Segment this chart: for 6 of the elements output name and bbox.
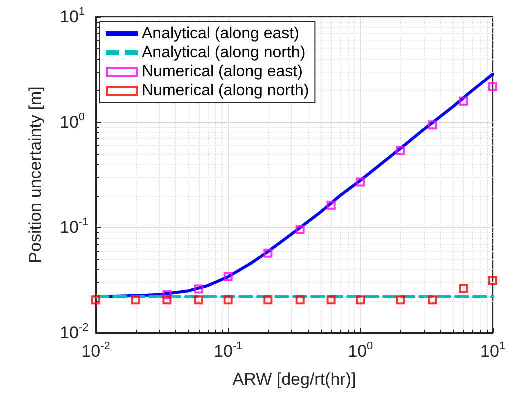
y-axis-title: Position uncertainty [m]: [26, 86, 45, 264]
legend-label: Numerical (along east): [142, 64, 303, 80]
legend-label: Numerical (along north): [142, 82, 310, 100]
legend-label: Analytical (along north): [142, 44, 306, 62]
x-axis-title: ARW [deg/rt(hr)]: [232, 370, 356, 389]
legend-label: Analytical (along east): [142, 26, 300, 42]
